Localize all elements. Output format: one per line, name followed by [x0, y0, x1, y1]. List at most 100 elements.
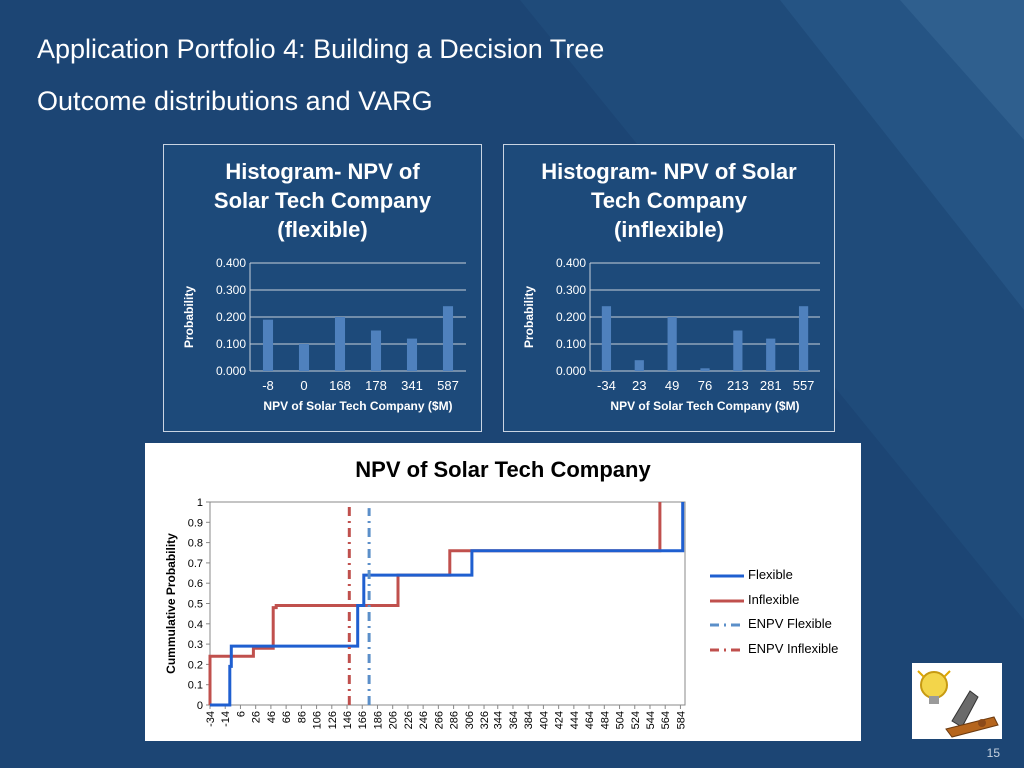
y-tick-label: 0.000 [216, 364, 246, 378]
histogram-bar [406, 338, 418, 371]
histogram-bar [634, 360, 644, 371]
lightbulb-clipart-icon [917, 670, 999, 738]
x-tick-label: 504 [615, 711, 627, 729]
slide-subtitle: Outcome distributions and VARG [37, 86, 433, 116]
x-tick-label: 281 [760, 378, 782, 393]
legend-label-enpv-inflexible: ENPV Inflexible [748, 640, 839, 656]
histogram-bar [700, 368, 710, 371]
histogram-bar [334, 317, 346, 371]
x-tick-label: -34 [205, 711, 217, 727]
histogram-inflexible-title: Histogram- NPV of Solar Tech Company (in… [541, 159, 797, 242]
x-tick-label: 286 [449, 711, 461, 729]
x-tick-label: 168 [329, 378, 351, 393]
y-tick-label: 0.400 [556, 256, 586, 270]
histogram-bar [370, 330, 382, 371]
y-tick-label: 0.5 [188, 599, 203, 611]
y-tick-label: 0.200 [216, 310, 246, 324]
y-tick-label: 0.7 [188, 558, 203, 570]
x-tick-label: -34 [597, 378, 616, 393]
x-tick-label: 46 [266, 711, 278, 723]
x-tick-label: -8 [262, 378, 274, 393]
y-tick-label: 0.1 [188, 680, 203, 692]
histogram-bar [733, 330, 743, 371]
y-axis-label: Probability [522, 286, 536, 348]
x-tick-label: 557 [793, 378, 815, 393]
y-tick-label: 0.000 [556, 364, 586, 378]
x-tick-label: 584 [675, 711, 687, 729]
legend-label-flexible: Flexible [748, 567, 793, 582]
x-tick-label: 23 [632, 378, 646, 393]
y-tick-label: 0.8 [188, 538, 203, 550]
histogram-inflexible-panel: Histogram- NPV of Solar Tech Company (in… [503, 144, 835, 432]
histogram-flexible-title: Histogram- NPV of Solar Tech Company (fl… [213, 159, 432, 242]
x-tick-label: 326 [479, 711, 491, 729]
legend-label-inflexible: Inflexible [748, 591, 800, 607]
cdf-chart: 00.10.20.30.40.50.60.70.80.91-34 -14 6 26 46… [164, 497, 687, 729]
histogram-bar [798, 306, 809, 371]
y-tick-label: 0.300 [556, 283, 586, 297]
x-tick-label: 76 [698, 378, 712, 393]
x-tick-label: 464 [584, 711, 596, 729]
page-number: 15 [986, 746, 1000, 760]
y-tick-label: 0.100 [216, 337, 246, 351]
histogram-bar [601, 306, 612, 371]
x-tick-label: 484 [599, 711, 611, 729]
y-tick-label: 0.6 [188, 578, 203, 590]
histogram-bar [442, 306, 454, 371]
x-tick-label: 0 [300, 378, 307, 393]
x-tick-label: 364 [508, 711, 520, 729]
x-tick-label: 178 [365, 378, 387, 393]
x-tick-label: 341 [401, 378, 423, 393]
y-tick-label: 0.9 [188, 517, 203, 529]
y-tick-label: 0.300 [216, 283, 246, 297]
y-axis-label: Probability [182, 286, 196, 348]
x-axis-label: NPV of Solar Tech Company ($M) [610, 399, 799, 413]
series-line-flexible [210, 502, 685, 707]
series-line-inflexible [208, 502, 662, 705]
plot-area-border [209, 501, 686, 706]
x-tick-label: 306 [464, 711, 476, 729]
histogram-bar [766, 338, 776, 371]
cdf-chart-panel: NPV of Solar Tech Company 0 0.1 0.2 0.3 0.4 0… [145, 443, 861, 741]
x-tick-label: 126 [327, 711, 339, 729]
x-tick-label: 404 [538, 711, 550, 729]
x-tick-label: 587 [437, 378, 459, 393]
x-tick-label: 226 [403, 711, 415, 729]
x-tick-label: 49 [665, 378, 679, 393]
x-tick-label: 444 [569, 711, 581, 729]
histogram-inflexible-chart: 0.000 0.100 0.200 0.300 0.400 -34 23 49 76 213 281… [522, 256, 820, 413]
x-tick-label: 166 [357, 711, 369, 729]
decision-clipart-image [912, 663, 1002, 739]
x-tick-label: 146 [342, 711, 354, 729]
y-tick-label: 0.400 [216, 256, 246, 270]
x-tick-label: 106 [312, 711, 324, 729]
y-tick-label: 0.200 [556, 310, 586, 324]
histogram-bar [298, 344, 310, 371]
slide-title: Application Portfolio 4: Building a Deci… [37, 34, 605, 64]
x-tick-label: 206 [388, 711, 400, 729]
x-tick-label: 6 [235, 711, 247, 717]
x-tick-label: 26 [251, 711, 263, 723]
histogram-bar [262, 319, 274, 371]
x-tick-label: 384 [523, 711, 535, 729]
y-tick-label: 0.100 [556, 337, 586, 351]
histogram-flexible-panel: Histogram- NPV of Solar Tech Company (fl… [163, 144, 482, 432]
x-tick-label: 344 [493, 711, 505, 729]
x-tick-label: 524 [630, 711, 642, 729]
y-tick-label: 0 [197, 700, 203, 712]
y-tick-label: 1 [197, 497, 203, 509]
x-tick-label: 564 [660, 711, 672, 729]
histogram-bar [667, 317, 677, 371]
y-tick-label: 0.2 [188, 659, 203, 671]
x-tick-label: 86 [296, 711, 308, 723]
x-tick-label: -14 [220, 711, 232, 727]
x-tick-label: 266 [433, 711, 445, 729]
x-tick-label: 66 [281, 711, 293, 723]
x-tick-label: 213 [727, 378, 749, 393]
histogram-flexible-chart: 0.000 0.100 0.200 0.300 0.400 -8 0 168 178 341 587… [182, 256, 466, 413]
legend-label-enpv-flexible: ENPV Flexible [748, 616, 832, 631]
x-axis-label: NPV of Solar Tech Company ($M) [263, 399, 452, 413]
x-tick-label: 424 [554, 711, 566, 729]
x-tick-label: 544 [645, 711, 657, 729]
y-axis-label: Cummulative Probability [164, 533, 178, 674]
